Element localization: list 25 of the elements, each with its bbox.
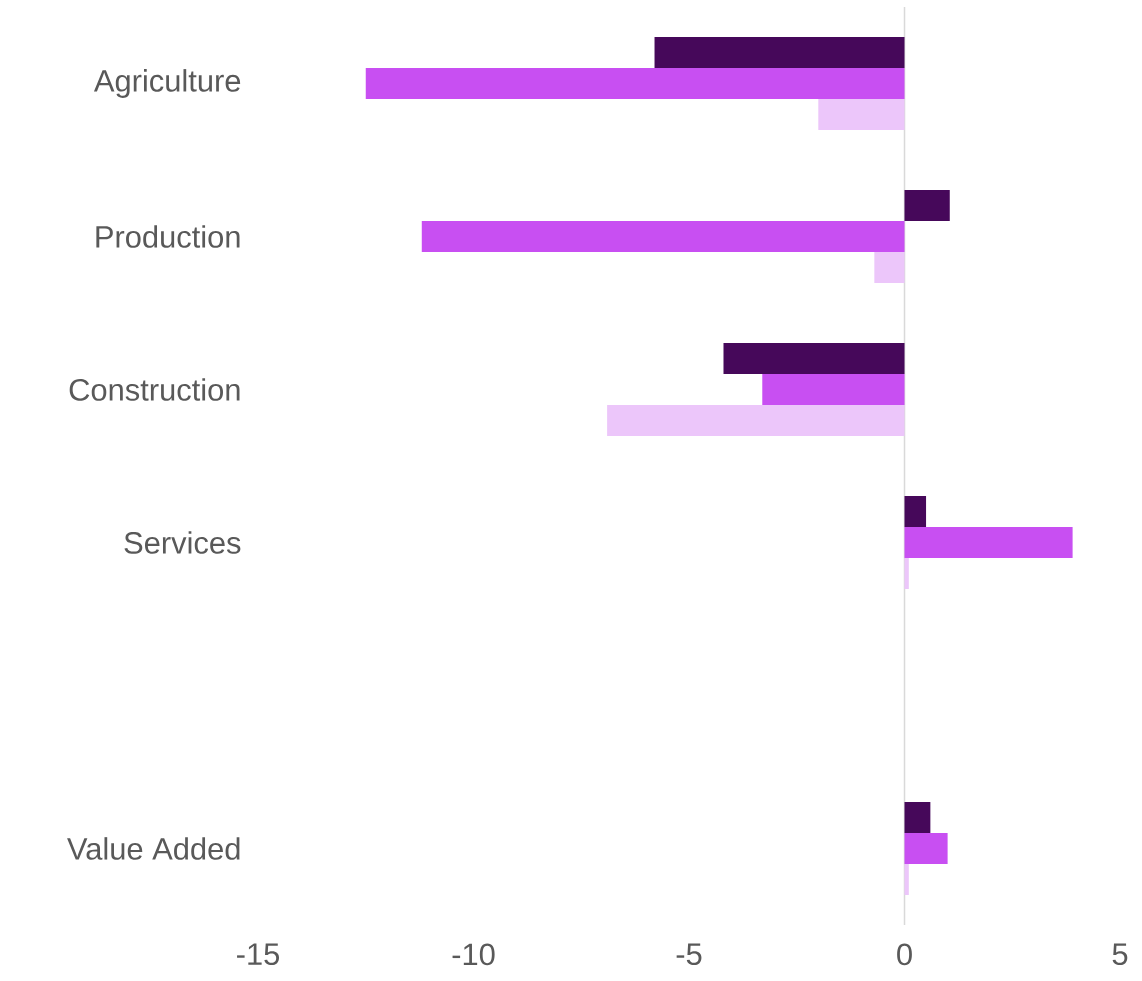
bar [904, 833, 948, 865]
y-tick-label: Production [96, 225, 240, 248]
y-tick-label: Construction [69, 378, 240, 401]
bar [607, 405, 905, 437]
bar [904, 527, 1073, 559]
bar [904, 190, 950, 221]
bar [904, 558, 909, 590]
bar [904, 864, 909, 896]
bar [723, 343, 905, 374]
y-tick-label: Agriculture [93, 69, 241, 98]
bar [818, 99, 905, 130]
y-tick-label: Value Added [67, 837, 240, 860]
bar [365, 68, 905, 99]
bar [762, 374, 905, 405]
bar [654, 37, 905, 68]
x-tick-label: -5 [676, 943, 702, 966]
bar [421, 221, 905, 252]
y-tick-label: Services [124, 531, 241, 554]
x-tick-label: 5 [1112, 943, 1128, 966]
bar [874, 252, 905, 283]
x-tick-label: -10 [452, 943, 495, 966]
x-tick-label: -15 [237, 943, 280, 966]
bar [904, 802, 931, 834]
x-tick-label: 0 [897, 943, 912, 966]
bar [904, 496, 927, 528]
